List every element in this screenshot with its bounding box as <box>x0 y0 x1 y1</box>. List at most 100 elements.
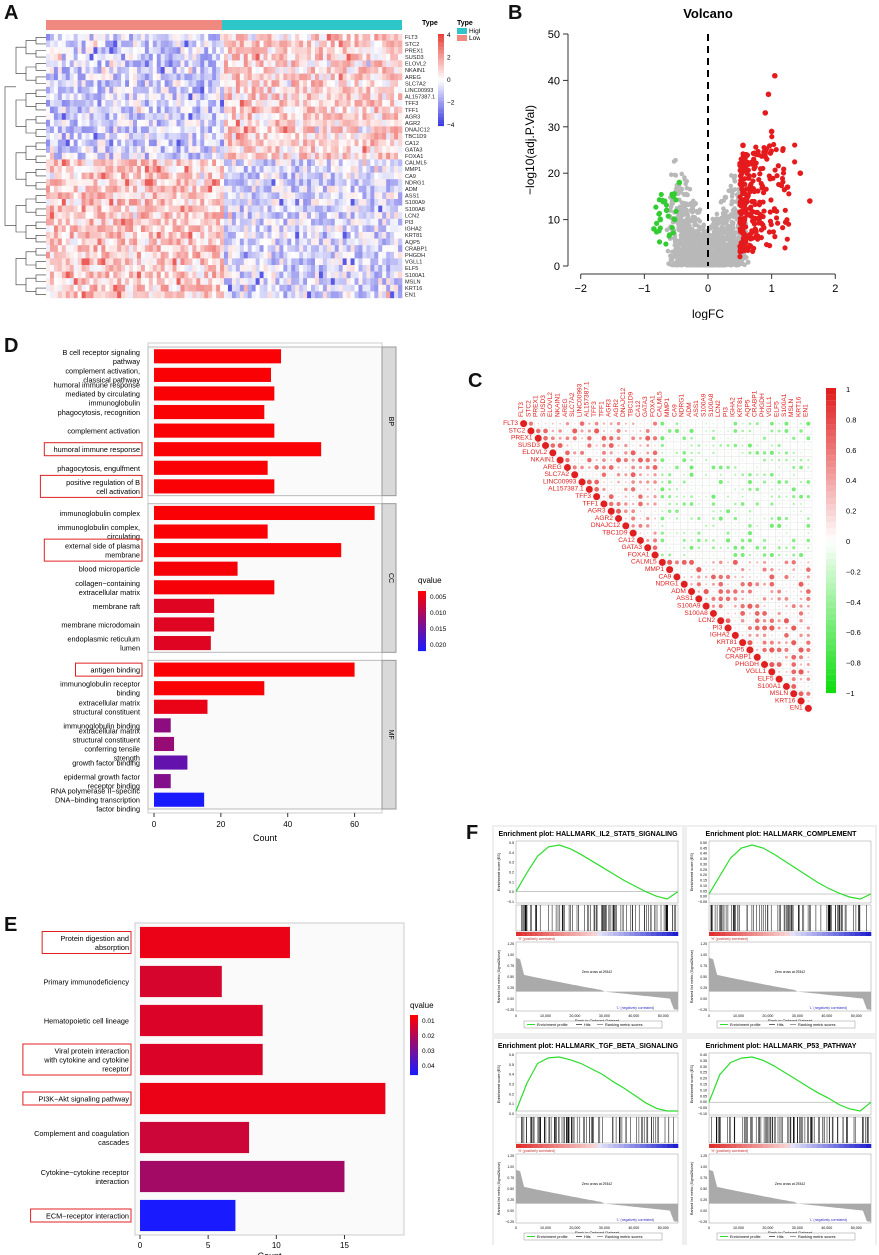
heatmap-cell <box>287 106 292 114</box>
heatmap-cell <box>125 258 130 266</box>
heatmap-cell <box>382 126 387 134</box>
heatmap-cell <box>164 73 169 81</box>
heatmap-cell <box>156 100 162 107</box>
heatmap-cell <box>77 205 82 213</box>
heatmap-cell <box>188 40 193 48</box>
heatmap-cell <box>390 245 395 252</box>
heatmap-cell <box>113 238 118 246</box>
heatmap-cell <box>378 179 383 186</box>
heatmap-cell <box>101 60 106 68</box>
heatmap-cell <box>164 146 169 153</box>
heatmap-cell <box>61 185 67 193</box>
heatmap-cell <box>314 159 320 167</box>
heatmap-cell <box>188 106 193 114</box>
heatmap-cell <box>77 119 82 127</box>
scale-bar-step <box>438 98 444 101</box>
heatmap-cell <box>85 80 90 87</box>
heatmap-cell <box>326 100 332 107</box>
dendrogram-branch <box>35 89 46 97</box>
heatmap-cell <box>192 53 197 61</box>
heatmap-cell <box>267 166 272 173</box>
heatmap-cell <box>140 100 146 107</box>
heatmap-cell <box>378 192 383 200</box>
heatmap-cell <box>326 179 332 186</box>
heatmap-cell <box>172 258 177 266</box>
heatmap-cell <box>196 245 201 252</box>
heatmap-cell <box>390 284 395 292</box>
heatmap-cell <box>235 245 241 252</box>
heatmap-cell <box>192 133 197 140</box>
heatmap-cell <box>366 218 371 226</box>
heatmap-cell <box>235 212 241 219</box>
dendrogram-branch <box>35 103 46 111</box>
heatmap-cell <box>291 146 296 153</box>
heatmap-cell <box>89 126 94 134</box>
heatmap-cell <box>220 133 225 140</box>
heatmap-cell <box>334 113 340 120</box>
heatmap-cell <box>93 159 98 167</box>
heatmap-cell <box>140 225 146 233</box>
heatmap-cell <box>129 232 134 239</box>
heatmap-cell <box>283 291 288 299</box>
heatmap-cell <box>231 159 237 167</box>
volcano-point-ns <box>674 247 679 253</box>
heatmap-cell <box>370 40 375 48</box>
heatmap-cell <box>287 80 292 87</box>
heatmap-cell <box>121 238 126 246</box>
heatmap-cell <box>224 93 229 101</box>
heatmap-cell <box>314 133 320 140</box>
heatmap-cell <box>113 73 118 81</box>
heatmap-cell <box>168 232 173 239</box>
heatmap-cell <box>65 47 71 54</box>
heatmap-cell <box>283 60 288 68</box>
heatmap-cell <box>220 67 225 74</box>
heatmap-cell <box>105 146 110 153</box>
heatmap-cell <box>235 278 241 285</box>
heatmap-cell <box>77 251 82 259</box>
heatmap-cell <box>204 284 209 292</box>
heatmap-cell <box>93 73 98 81</box>
heatmap-cell <box>346 225 351 233</box>
heatmap-cell <box>65 258 71 266</box>
heatmap-cell <box>148 119 154 127</box>
heatmap-cell <box>188 218 193 226</box>
heatmap-cell <box>212 106 217 114</box>
heatmap-cell <box>224 179 229 186</box>
heatmap-cell <box>53 192 59 200</box>
heatmap-cell <box>243 53 249 61</box>
heatmap-cell <box>168 265 173 272</box>
heatmap-cell <box>295 258 300 266</box>
heatmap-cell <box>303 238 308 246</box>
heatmap-cell <box>350 133 355 140</box>
heatmap-cell <box>338 146 343 153</box>
heatmap-cell <box>113 232 118 239</box>
heatmap-cell <box>279 258 284 266</box>
heatmap-cell <box>303 212 308 219</box>
heatmap-cell <box>247 166 252 173</box>
heatmap-cell <box>326 119 332 127</box>
heatmap-cell <box>212 251 217 259</box>
heatmap-cell <box>342 258 347 266</box>
heatmap-cell <box>73 119 78 127</box>
heatmap-cell <box>73 284 78 292</box>
heatmap-cell <box>172 251 177 259</box>
heatmap-cell <box>212 218 217 226</box>
heatmap-cell <box>85 152 90 160</box>
heatmap-cell <box>220 47 225 54</box>
heatmap-cell <box>362 146 367 153</box>
heatmap-cell <box>180 232 185 239</box>
heatmap-cell <box>53 265 59 272</box>
heatmap-cell <box>330 199 336 206</box>
heatmap-cell <box>148 86 154 94</box>
gene-label: ASS1 <box>405 194 419 200</box>
heatmap-cell <box>275 172 280 180</box>
heatmap-cell <box>53 100 59 107</box>
heatmap-cell <box>208 152 213 160</box>
heatmap-cell <box>251 265 256 272</box>
heatmap-cell <box>89 113 94 120</box>
heatmap-cell <box>184 113 189 120</box>
heatmap-cell <box>358 40 363 48</box>
heatmap-cell <box>156 113 162 120</box>
heatmap-cell <box>89 212 94 219</box>
heatmap-cell <box>307 60 312 68</box>
